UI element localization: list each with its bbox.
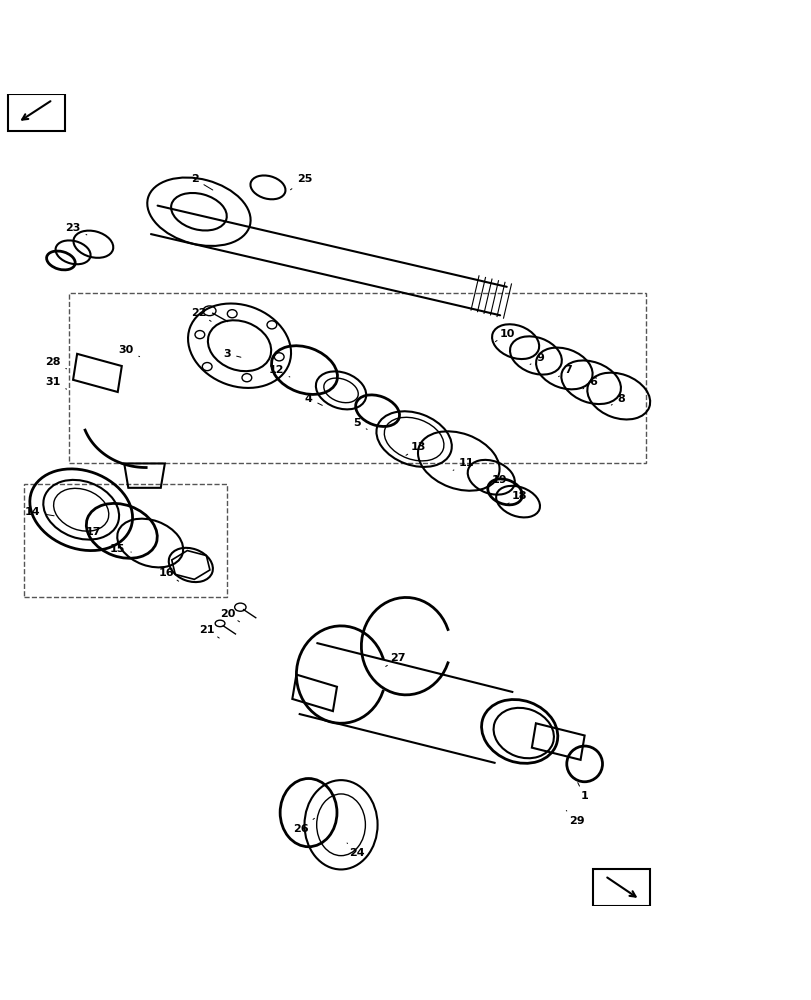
Text: 3: 3 bbox=[223, 349, 241, 359]
Text: 14: 14 bbox=[24, 507, 54, 517]
Text: 25: 25 bbox=[290, 174, 311, 190]
Text: 26: 26 bbox=[292, 818, 314, 834]
Text: 22: 22 bbox=[191, 308, 211, 321]
Text: 30: 30 bbox=[118, 345, 139, 357]
Text: 21: 21 bbox=[199, 625, 219, 638]
Text: 18: 18 bbox=[507, 491, 527, 504]
Text: 24: 24 bbox=[346, 843, 365, 858]
Text: 4: 4 bbox=[304, 393, 322, 405]
Text: 29: 29 bbox=[565, 811, 584, 826]
Text: 12: 12 bbox=[268, 365, 290, 377]
Text: 2: 2 bbox=[191, 174, 212, 190]
Text: 20: 20 bbox=[220, 609, 239, 622]
Text: 1: 1 bbox=[577, 783, 588, 801]
Text: 8: 8 bbox=[611, 393, 624, 405]
Text: 23: 23 bbox=[66, 223, 87, 235]
Polygon shape bbox=[8, 94, 65, 131]
Text: 6: 6 bbox=[582, 377, 596, 389]
Polygon shape bbox=[592, 869, 649, 906]
Text: 16: 16 bbox=[158, 568, 178, 581]
Text: 17: 17 bbox=[85, 527, 107, 537]
Text: 13: 13 bbox=[406, 442, 425, 455]
Text: 10: 10 bbox=[495, 329, 514, 342]
Text: 27: 27 bbox=[385, 653, 406, 666]
Text: 28: 28 bbox=[45, 357, 67, 369]
Text: 19: 19 bbox=[487, 475, 507, 488]
Text: 9: 9 bbox=[530, 353, 543, 364]
Text: 7: 7 bbox=[558, 365, 572, 377]
Text: 11: 11 bbox=[453, 458, 474, 470]
Text: 31: 31 bbox=[45, 377, 67, 389]
Text: 5: 5 bbox=[353, 418, 367, 429]
Text: 15: 15 bbox=[110, 544, 131, 554]
